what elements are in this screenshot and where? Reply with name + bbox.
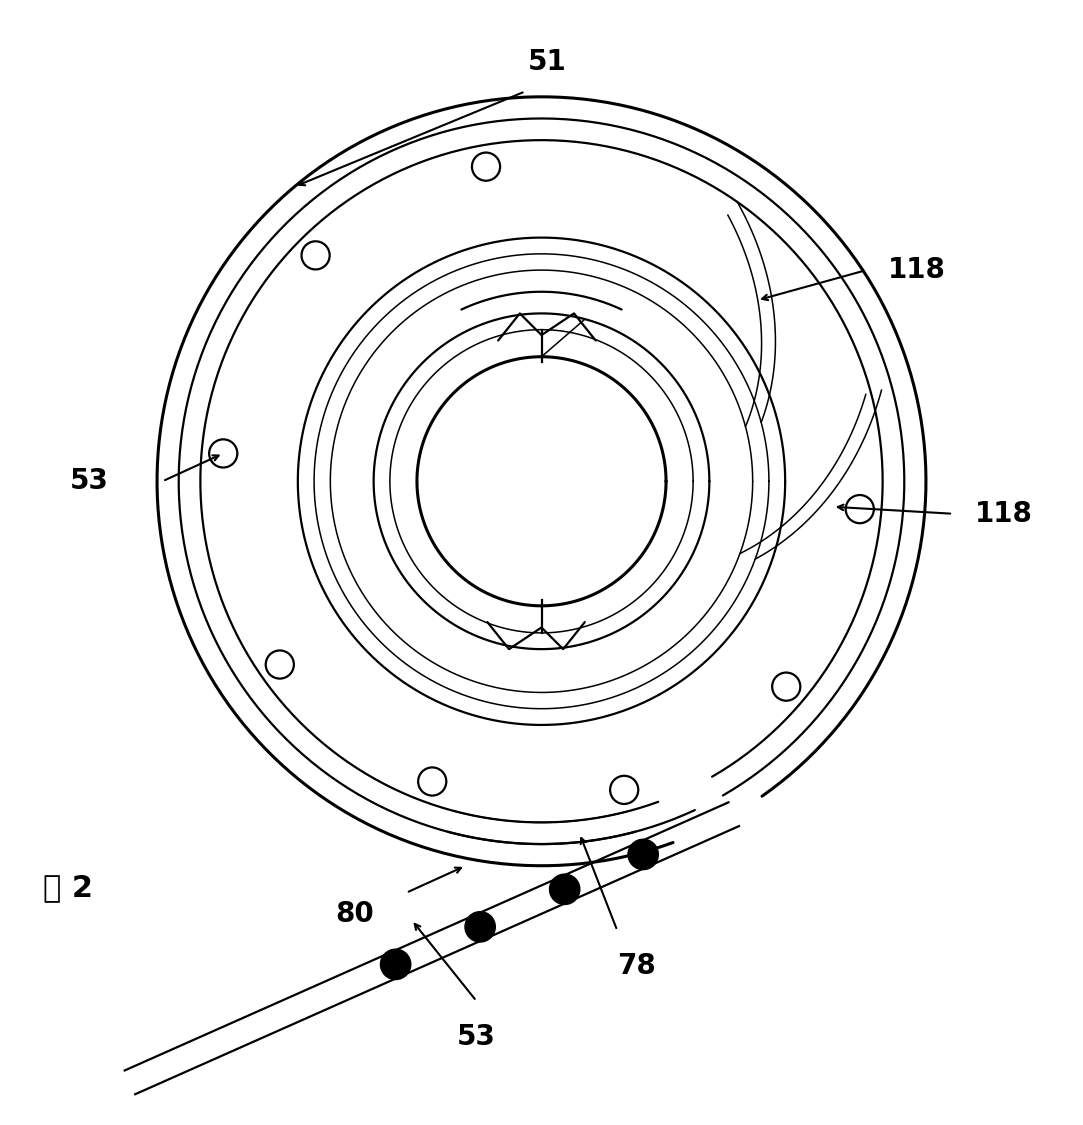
Text: 118: 118 <box>888 256 945 285</box>
Text: 80: 80 <box>335 900 374 928</box>
Text: 78: 78 <box>617 953 656 980</box>
Circle shape <box>549 874 579 904</box>
Text: 51: 51 <box>527 48 566 76</box>
Circle shape <box>380 950 410 980</box>
Text: 118: 118 <box>975 500 1032 528</box>
Text: 图 2: 图 2 <box>43 873 93 902</box>
Text: 53: 53 <box>457 1023 496 1051</box>
Text: 53: 53 <box>69 467 108 495</box>
Circle shape <box>465 911 495 942</box>
Circle shape <box>628 839 658 870</box>
